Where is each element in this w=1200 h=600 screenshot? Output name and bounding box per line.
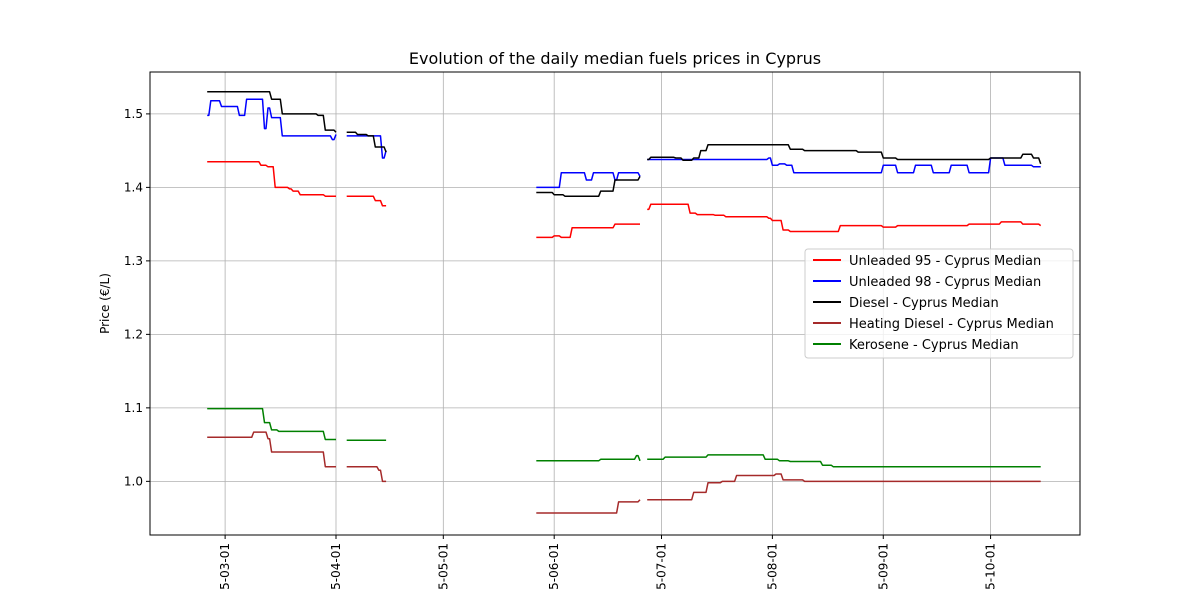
series-line [207, 431, 336, 468]
series-line [647, 454, 1041, 468]
legend-label: Unleaded 98 - Cyprus Median [849, 275, 1041, 290]
x-tick-label: 5-10-01 [984, 543, 998, 590]
series-line [207, 91, 337, 133]
legend-label: Diesel - Cyprus Median [849, 296, 999, 311]
x-tick-label: 5-04-01 [329, 543, 343, 590]
legend: Unleaded 95 - Cyprus Median Unleaded 98 -… [804, 248, 1074, 359]
chart-title: Evolution of the daily median fuels pric… [409, 49, 821, 68]
legend-label: Heating Diesel - Cyprus Median [849, 317, 1054, 332]
series-line [536, 454, 641, 462]
legend-label: Unleaded 95 - Cyprus Median [849, 254, 1041, 269]
series-line [647, 203, 1042, 233]
series-line [207, 160, 336, 197]
x-tick-label: 5-05-01 [436, 543, 450, 590]
series-line [536, 176, 641, 197]
series-line [647, 473, 1041, 501]
legend-label: Kerosene - Cyprus Median [849, 338, 1019, 353]
y-tick-label: 1.0 [124, 474, 143, 488]
y-tick-label: 1.2 [124, 327, 143, 341]
x-tick-label: 5-07-01 [655, 543, 669, 590]
series-line [536, 171, 641, 189]
x-tick-label: 5-03-01 [218, 543, 232, 590]
series-line [207, 98, 337, 141]
series-line [536, 223, 640, 239]
x-tick-label: 5-09-01 [876, 543, 890, 590]
x-tick-label: 5-08-01 [765, 543, 779, 590]
y-tick-label: 1.4 [124, 180, 143, 194]
y-tick-label: 1.3 [124, 254, 143, 268]
x-tick-label: 5-06-01 [547, 543, 561, 590]
plot-frame [149, 71, 1081, 536]
y-tick-label: 1.5 [124, 107, 143, 121]
y-tick-label: 1.1 [124, 401, 143, 415]
series-line [346, 465, 387, 483]
series-line [346, 195, 387, 207]
axes: 5-03-01 5-04-01 5-05-01 5-06-01 5-07-01 5-08-… [124, 107, 998, 590]
series-line [207, 407, 336, 441]
series-line [536, 499, 641, 514]
series-line [346, 131, 387, 153]
series-lines [207, 91, 1042, 514]
series-line [647, 144, 1042, 165]
legend-box [804, 248, 1074, 359]
y-axis-label: Price (€/L) [98, 273, 112, 334]
